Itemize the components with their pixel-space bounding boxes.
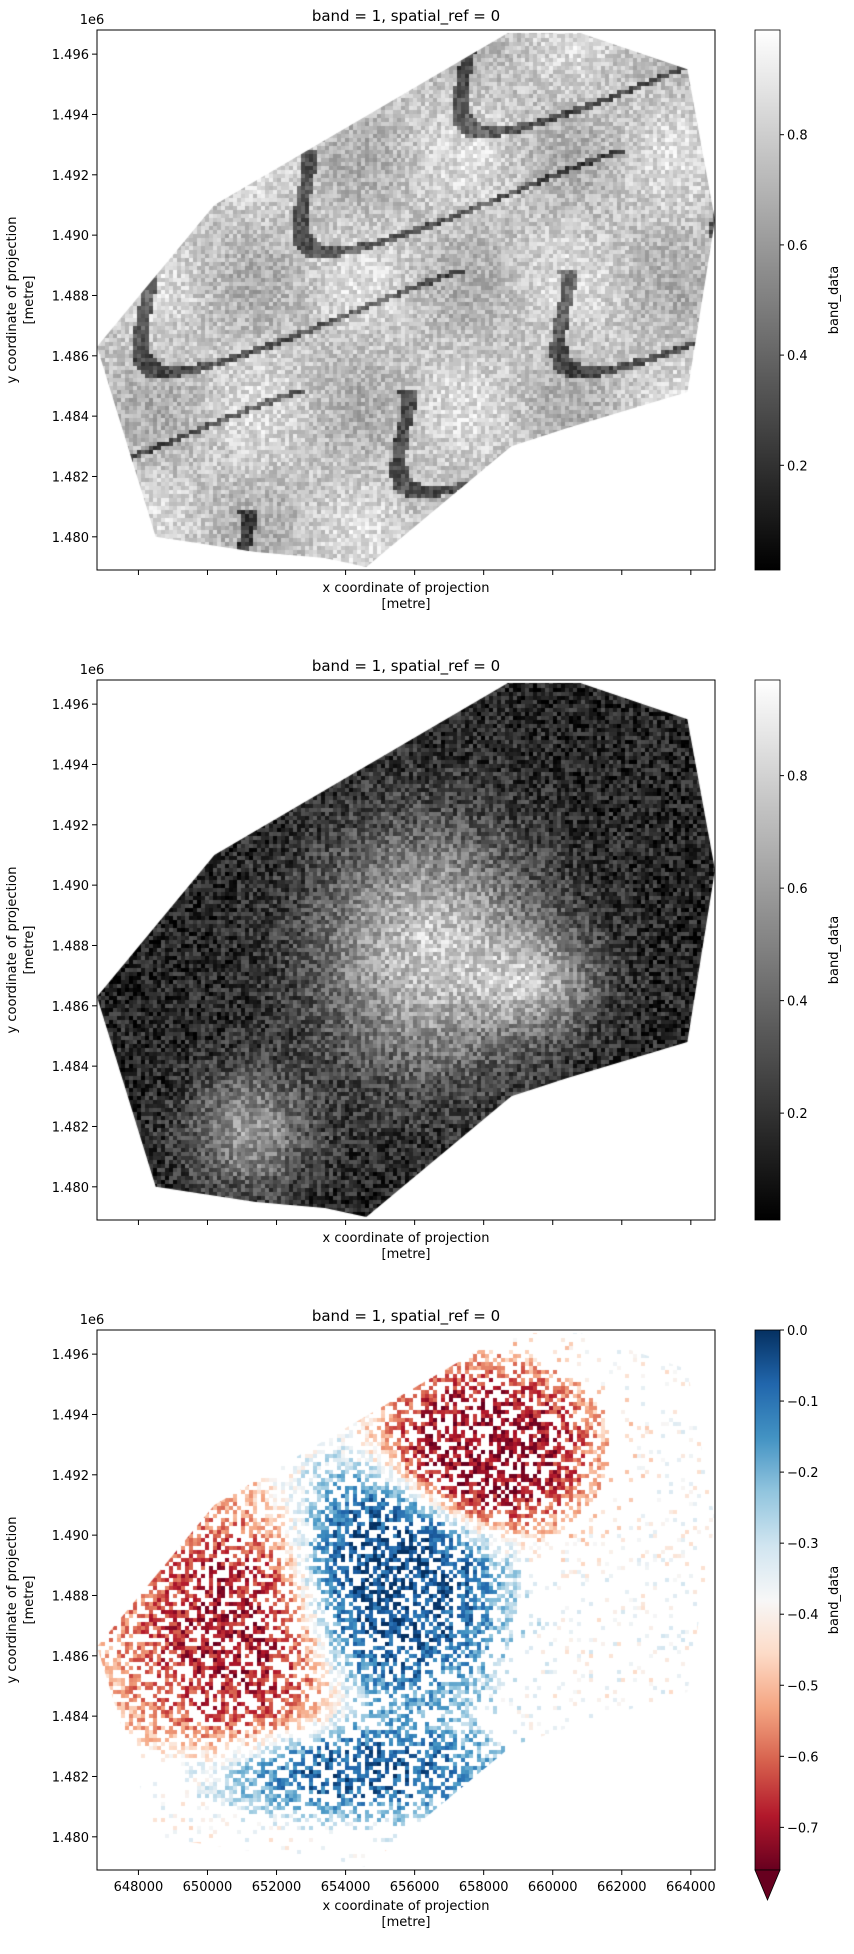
colorbar-tick-label: 0.6: [787, 239, 808, 254]
chart-title: band = 1, spatial_ref = 0: [312, 657, 500, 676]
x-axis-label: x coordinate of projection: [323, 1899, 490, 1914]
y-tick-label: 1.486: [52, 350, 89, 365]
colorbar-tick-label: 0.8: [787, 770, 808, 785]
colorbar-tick-label: −0.4: [787, 1608, 819, 1623]
colorbar-tick-label: 0.4: [787, 995, 808, 1010]
y-tick-label: 1.494: [52, 758, 89, 773]
y-tick-label: 1.482: [52, 470, 89, 485]
y-tick-label: 1.496: [52, 48, 89, 63]
colorbar-tick-label: −0.1: [787, 1395, 819, 1410]
chart-panel-1: band = 1, spatial_ref = 0 1.480 1.482 1.484…: [0, 0, 854, 650]
y-tick-label: 1.488: [52, 1589, 89, 1604]
axes-frame: [96, 1329, 716, 1871]
colorbar-tick-label: −0.2: [787, 1466, 819, 1481]
x-tick-label: 652000: [252, 1880, 302, 1895]
y-tick-label: 1.490: [52, 1529, 89, 1544]
y-offset-label: 1e6: [80, 13, 105, 28]
colorbar-label: band_data: [827, 916, 842, 985]
y-tick-label: 1.488: [52, 939, 89, 954]
y-tick-label: 1.492: [52, 819, 89, 834]
x-tick-label: 662000: [597, 1880, 647, 1895]
y-tick-label: 1.494: [52, 108, 89, 123]
y-axis-label: y coordinate of projection: [5, 217, 20, 384]
chart-title: band = 1, spatial_ref = 0: [312, 1307, 500, 1326]
axes-frame: [96, 29, 716, 571]
y-tick-label: 1.484: [52, 1710, 89, 1725]
y-tick-label: 1.490: [52, 879, 89, 894]
y-tick-label: 1.484: [52, 1060, 89, 1075]
colorbar-tick-label: 0.2: [787, 1107, 808, 1122]
colorbar-tick-label: 0.6: [787, 882, 808, 897]
y-axis-label: [metre]: [22, 276, 37, 325]
colorbar-label: band_data: [827, 266, 842, 335]
colorbar-tick-label: 0.2: [787, 459, 808, 474]
x-tick-label: 656000: [390, 1880, 440, 1895]
colorbar-tick-label: −0.3: [787, 1537, 819, 1552]
axes-frame: [96, 679, 716, 1221]
x-tick-label: 664000: [666, 1880, 716, 1895]
x-tick-label: 654000: [321, 1880, 371, 1895]
colorbar-tick-label: −0.5: [787, 1679, 819, 1694]
y-tick-label: 1.486: [52, 1650, 89, 1665]
chart-panel-3: band = 1, spatial_ref = 0 1.480 1.482 1.484…: [0, 1300, 854, 1950]
y-tick-label: 1.492: [52, 1469, 89, 1484]
raster-image: [97, 30, 715, 570]
y-axis-label: y coordinate of projection: [5, 867, 20, 1034]
y-tick-label: 1.488: [52, 289, 89, 304]
colorbar: [754, 1329, 781, 1871]
raster-image: [97, 1330, 715, 1870]
colorbar-tick-label: −0.7: [787, 1821, 819, 1836]
y-axis-label: y coordinate of projection: [5, 1517, 20, 1684]
chart-svg: band = 1, spatial_ref = 0 1.480 1.482 1.484…: [5, 1307, 842, 1930]
x-tick-label: 660000: [528, 1880, 578, 1895]
y-tick-label: 1.496: [52, 698, 89, 713]
x-axis-label: [metre]: [382, 1247, 431, 1262]
y-tick-label: 1.490: [52, 229, 89, 244]
colorbar-tick-label: 0.8: [787, 129, 808, 144]
colorbar-tick-label: 0.4: [787, 349, 808, 364]
chart-svg: band = 1, spatial_ref = 0 1.480 1.482 1.484…: [5, 657, 842, 1262]
colorbar-tick-label: 0.0: [787, 1324, 808, 1339]
y-tick-label: 1.484: [52, 410, 89, 425]
raster-image: [97, 680, 715, 1220]
x-axis-label: x coordinate of projection: [323, 1231, 490, 1246]
y-tick-label: 1.496: [52, 1348, 89, 1363]
x-tick-label: 650000: [183, 1880, 233, 1895]
y-tick-label: 1.494: [52, 1408, 89, 1423]
chart-title: band = 1, spatial_ref = 0: [312, 7, 500, 26]
y-tick-label: 1.480: [52, 1831, 89, 1846]
x-axis-label: [metre]: [382, 1915, 431, 1930]
colorbar-tick-label: −0.6: [787, 1750, 819, 1765]
x-axis-label: x coordinate of projection: [323, 581, 490, 596]
y-tick-label: 1.482: [52, 1120, 89, 1135]
x-axis-label: [metre]: [382, 597, 431, 612]
colorbar-label: band_data: [827, 1566, 842, 1635]
y-tick-label: 1.492: [52, 169, 89, 184]
colorbar-extend-min: [754, 1869, 781, 1902]
y-tick-label: 1.480: [52, 1181, 89, 1196]
y-tick-label: 1.486: [52, 1000, 89, 1015]
y-axis-label: [metre]: [22, 1576, 37, 1625]
x-tick-label: 648000: [114, 1880, 164, 1895]
x-tick-label: 658000: [459, 1880, 509, 1895]
y-axis-label: [metre]: [22, 926, 37, 975]
y-offset-label: 1e6: [80, 1313, 105, 1328]
y-tick-label: 1.482: [52, 1770, 89, 1785]
chart-svg: band = 1, spatial_ref = 0 1.480 1.482 1.484…: [5, 7, 842, 612]
y-offset-label: 1e6: [80, 663, 105, 678]
y-tick-label: 1.480: [52, 531, 89, 546]
chart-panel-2: band = 1, spatial_ref = 0 1.480 1.482 1.484…: [0, 650, 854, 1300]
colorbar: [754, 679, 781, 1221]
colorbar: [754, 29, 781, 571]
